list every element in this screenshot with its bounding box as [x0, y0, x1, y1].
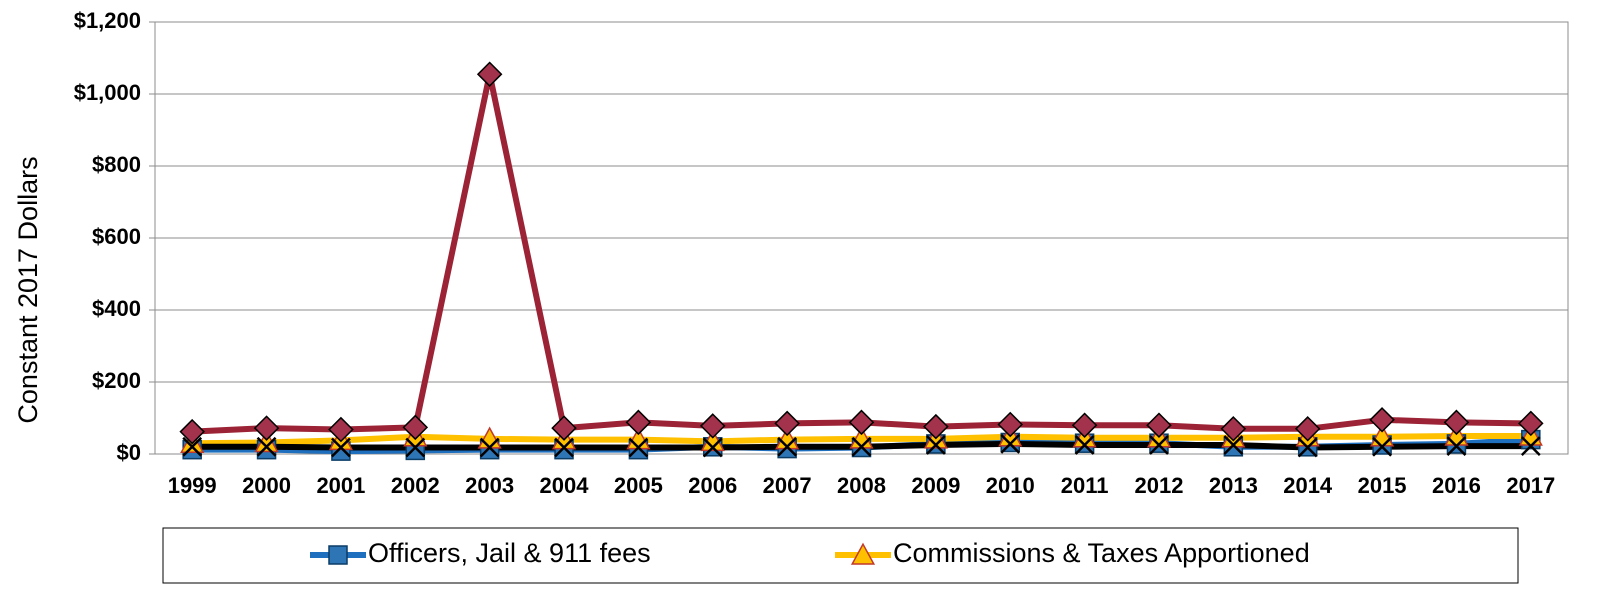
- x-tick-label: 2002: [391, 473, 440, 498]
- marker: [628, 437, 649, 458]
- marker: [1071, 412, 1098, 438]
- marker: [851, 436, 872, 457]
- y-tick-label: $200: [92, 368, 141, 393]
- y-tick-label: $0: [117, 440, 141, 465]
- marker: [625, 409, 652, 436]
- marker: [700, 413, 726, 439]
- marker: [476, 61, 503, 87]
- marker: [1000, 434, 1021, 454]
- marker: [848, 409, 875, 436]
- x-tick-label: 2013: [1209, 473, 1258, 498]
- x-tick-label: 2001: [316, 473, 365, 498]
- marker: [1372, 436, 1392, 457]
- x-tick-label: 2000: [242, 473, 291, 498]
- x-tick-label: 2004: [540, 473, 590, 498]
- marker: [331, 437, 351, 458]
- x-tick-label: 2003: [465, 473, 514, 498]
- marker: [925, 435, 946, 455]
- marker: [997, 411, 1023, 438]
- marker: [1446, 436, 1467, 456]
- marker: [554, 437, 574, 458]
- marker: [1294, 416, 1321, 442]
- marker: [923, 413, 949, 440]
- marker: [328, 416, 354, 443]
- x-tick-label: 2009: [911, 473, 960, 498]
- marker: [1520, 436, 1541, 456]
- x-tick-label: 2007: [763, 473, 812, 498]
- y-tick-label: $400: [92, 296, 141, 321]
- marker: [1369, 407, 1395, 433]
- legend-label: Officers, Jail & 911 fees: [368, 538, 651, 568]
- marker: [182, 436, 203, 457]
- x-tick-label: 2010: [986, 473, 1035, 498]
- marker: [551, 415, 577, 441]
- marker: [179, 418, 205, 445]
- marker: [479, 437, 500, 458]
- marker: [1074, 435, 1095, 455]
- marker: [775, 427, 800, 450]
- marker: [1146, 412, 1172, 438]
- x-tick-label: 2005: [614, 473, 663, 498]
- legend-marker: [850, 542, 876, 565]
- x-tick-label: 2008: [837, 473, 886, 498]
- legend-marker: [328, 545, 348, 565]
- y-tick-label: $1,200: [74, 8, 141, 33]
- x-tick-label: 1999: [168, 473, 217, 498]
- x-tick-label: 2006: [688, 473, 737, 498]
- marker: [702, 437, 723, 458]
- x-tick-label: 2017: [1506, 473, 1555, 498]
- y-tick-label: $800: [92, 152, 141, 177]
- marker: [1220, 416, 1247, 442]
- marker: [1223, 435, 1244, 455]
- x-tick-label: 2014: [1283, 473, 1333, 498]
- marker: [405, 437, 426, 458]
- marker: [774, 410, 800, 437]
- marker: [1297, 437, 1318, 458]
- marker: [253, 415, 280, 441]
- x-tick-label: 2016: [1432, 473, 1481, 498]
- x-tick-label: 2015: [1358, 473, 1407, 498]
- series-line: [192, 71, 1531, 435]
- marker: [1149, 435, 1169, 455]
- marker: [1518, 410, 1544, 437]
- marker: [777, 436, 798, 457]
- x-tick-label: 2012: [1134, 473, 1183, 498]
- marker: [402, 414, 429, 441]
- marker: [1443, 409, 1470, 436]
- y-tick-label: $1,000: [74, 80, 141, 105]
- marker: [256, 436, 277, 457]
- y-tick-label: $600: [92, 224, 141, 249]
- y-axis-label: Constant 2017 Dollars: [13, 156, 43, 423]
- legend-label: Commissions & Taxes Apportioned: [893, 538, 1310, 568]
- x-tick-label: 2011: [1061, 473, 1109, 498]
